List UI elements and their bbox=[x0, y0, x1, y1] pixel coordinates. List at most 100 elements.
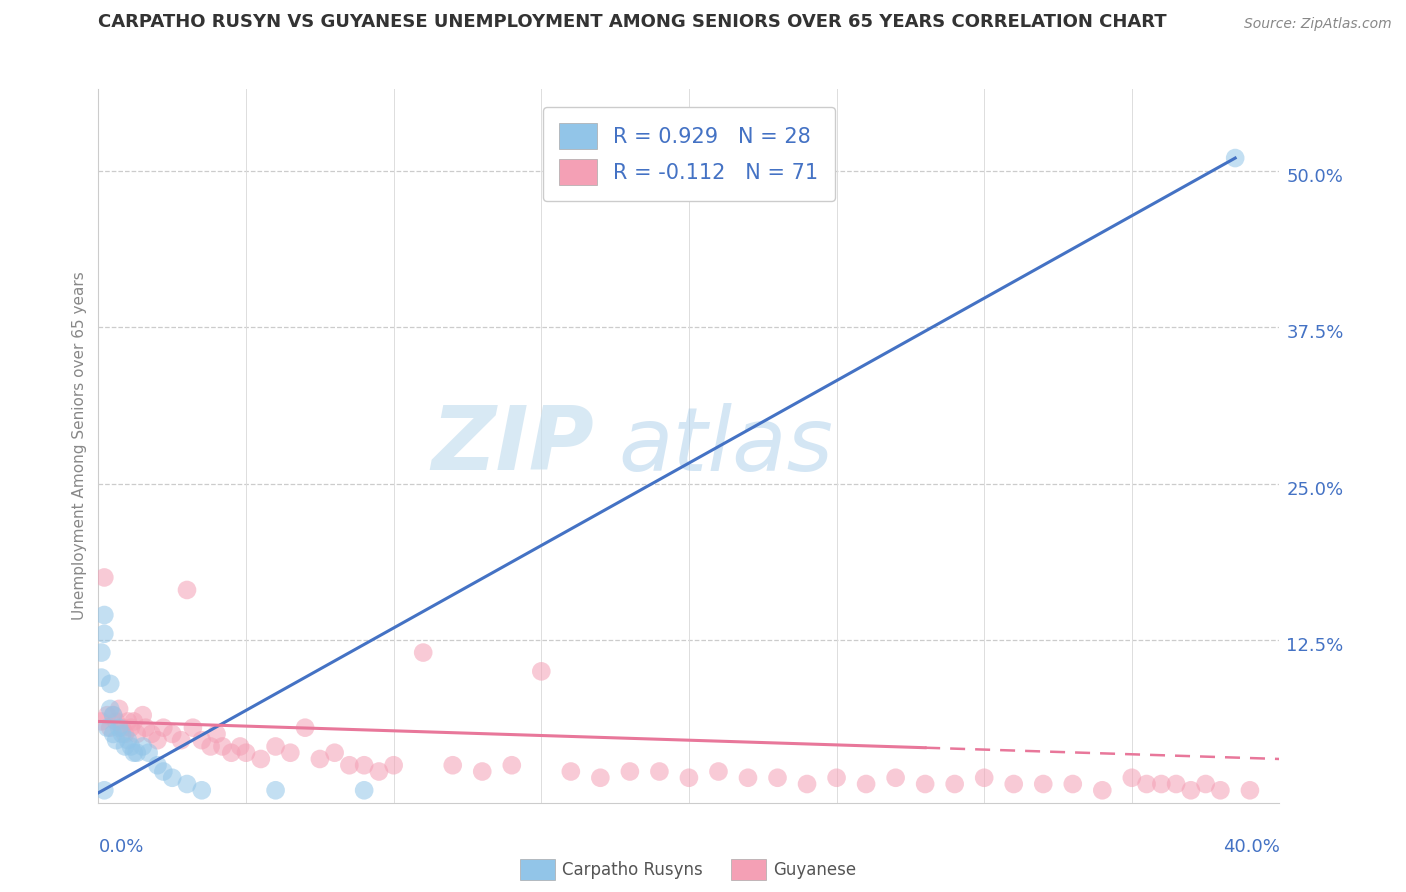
Point bbox=[382, 758, 405, 772]
Text: Guyanese: Guyanese bbox=[773, 861, 856, 879]
Point bbox=[191, 783, 214, 797]
Point bbox=[103, 727, 125, 741]
Point bbox=[1091, 783, 1114, 797]
Point bbox=[441, 758, 464, 772]
Point bbox=[412, 646, 434, 660]
Point bbox=[105, 714, 128, 729]
Point bbox=[796, 777, 818, 791]
Point bbox=[200, 739, 222, 754]
Point bbox=[471, 764, 494, 779]
Point bbox=[125, 727, 148, 741]
Point bbox=[737, 771, 759, 785]
Point bbox=[211, 739, 233, 754]
Point bbox=[1121, 771, 1143, 785]
Text: 25.0%: 25.0% bbox=[1286, 481, 1344, 499]
Point bbox=[146, 758, 169, 772]
Point bbox=[162, 727, 183, 741]
Point bbox=[135, 721, 157, 735]
Point bbox=[294, 721, 316, 735]
Point bbox=[229, 739, 252, 754]
Point bbox=[1239, 783, 1261, 797]
Point bbox=[170, 733, 193, 747]
Point bbox=[152, 721, 174, 735]
Text: CARPATHO RUSYN VS GUYANESE UNEMPLOYMENT AMONG SENIORS OVER 65 YEARS CORRELATION : CARPATHO RUSYN VS GUYANESE UNEMPLOYMENT … bbox=[98, 13, 1167, 31]
Text: Source: ZipAtlas.com: Source: ZipAtlas.com bbox=[1244, 17, 1392, 31]
Point bbox=[105, 733, 128, 747]
Text: 37.5%: 37.5% bbox=[1286, 325, 1344, 343]
Point bbox=[250, 752, 273, 766]
Point bbox=[337, 758, 360, 772]
Point bbox=[943, 777, 966, 791]
Point bbox=[146, 733, 169, 747]
Point bbox=[132, 708, 155, 723]
Point bbox=[132, 739, 155, 754]
Point bbox=[93, 570, 115, 584]
Point bbox=[1002, 777, 1025, 791]
Point bbox=[884, 771, 907, 785]
Point bbox=[125, 746, 148, 760]
Point bbox=[90, 646, 112, 660]
Point bbox=[1180, 783, 1202, 797]
Point bbox=[855, 777, 877, 791]
Point bbox=[138, 746, 160, 760]
Point bbox=[120, 739, 142, 754]
Point bbox=[90, 671, 112, 685]
Point bbox=[176, 582, 198, 597]
Point bbox=[560, 764, 582, 779]
Text: 0.0%: 0.0% bbox=[98, 838, 143, 856]
Point bbox=[152, 764, 174, 779]
Point bbox=[619, 764, 641, 779]
Point bbox=[825, 771, 848, 785]
Text: 40.0%: 40.0% bbox=[1223, 838, 1279, 856]
Text: ZIP: ZIP bbox=[432, 402, 595, 490]
Point bbox=[323, 746, 346, 760]
Point bbox=[973, 771, 995, 785]
Point bbox=[103, 708, 125, 723]
Point bbox=[530, 665, 553, 679]
Point bbox=[368, 764, 391, 779]
Point bbox=[707, 764, 730, 779]
Point bbox=[1150, 777, 1173, 791]
Point bbox=[309, 752, 332, 766]
Point bbox=[235, 746, 257, 760]
Point bbox=[1062, 777, 1084, 791]
Point bbox=[1223, 151, 1246, 165]
Point bbox=[96, 721, 118, 735]
Point bbox=[353, 783, 375, 797]
Point bbox=[108, 702, 131, 716]
Point bbox=[114, 727, 136, 741]
Point bbox=[96, 708, 118, 723]
Point bbox=[1135, 777, 1157, 791]
Text: Carpatho Rusyns: Carpatho Rusyns bbox=[562, 861, 703, 879]
Point bbox=[191, 733, 214, 747]
Point bbox=[1195, 777, 1218, 791]
Point bbox=[93, 627, 115, 641]
Point bbox=[766, 771, 789, 785]
Point bbox=[90, 714, 112, 729]
Point bbox=[98, 677, 121, 691]
Point bbox=[111, 727, 134, 741]
Point bbox=[122, 714, 145, 729]
Y-axis label: Unemployment Among Seniors over 65 years: Unemployment Among Seniors over 65 years bbox=[72, 272, 87, 620]
Point bbox=[278, 746, 302, 760]
Point bbox=[205, 727, 228, 741]
Point bbox=[1164, 777, 1187, 791]
Point bbox=[98, 702, 121, 716]
Text: atlas: atlas bbox=[619, 403, 832, 489]
Point bbox=[353, 758, 375, 772]
Point bbox=[114, 739, 136, 754]
Point bbox=[103, 708, 125, 723]
Point bbox=[176, 777, 198, 791]
Point bbox=[98, 721, 121, 735]
Point bbox=[501, 758, 523, 772]
Point bbox=[117, 714, 139, 729]
Text: 12.5%: 12.5% bbox=[1286, 637, 1344, 656]
Point bbox=[141, 727, 163, 741]
Point bbox=[117, 733, 139, 747]
Legend: R = 0.929   N = 28, R = -0.112   N = 71: R = 0.929 N = 28, R = -0.112 N = 71 bbox=[543, 107, 835, 202]
Point bbox=[678, 771, 700, 785]
Text: 50.0%: 50.0% bbox=[1286, 168, 1343, 186]
Point bbox=[264, 739, 287, 754]
Point bbox=[111, 721, 134, 735]
Point bbox=[122, 746, 145, 760]
